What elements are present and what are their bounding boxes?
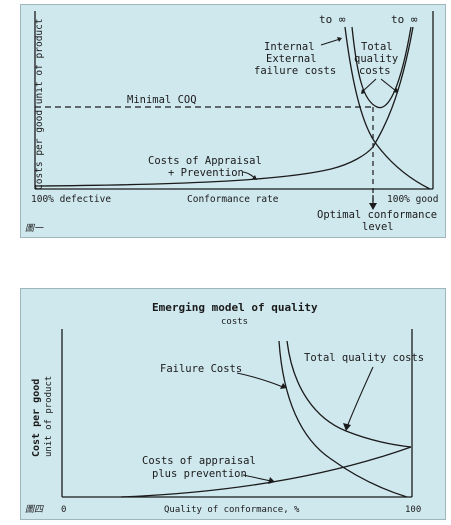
- fig1-x-right-label: 100% good: [387, 194, 438, 205]
- fig1-x-left-label: 100% defective: [31, 194, 111, 205]
- fig1-failure-costs-label: failure costs: [254, 65, 336, 77]
- fig1-total-pointer-left: [362, 78, 377, 92]
- fig4-total-quality-label: Total quality costs: [304, 352, 424, 364]
- fig4-total-pointer: [346, 366, 374, 428]
- fig4-total-pointer-head: [343, 423, 351, 431]
- fig1-optimal-arrow-head: [369, 203, 377, 210]
- fig4-appraisal-pointer: [242, 474, 272, 482]
- fig4-appraisal-label: Costs of appraisal: [142, 455, 256, 467]
- fig1-prevention-label: + Prevention: [168, 167, 244, 179]
- fig1-total-pointer-left-head: [361, 89, 365, 94]
- fig1-appraisal-pointer: [241, 171, 256, 179]
- fig4-failure-costs-label: Failure Costs: [160, 363, 242, 375]
- fig4-y-label-sub: unit of product: [44, 376, 54, 457]
- fig1-total-pointer-right: [380, 78, 397, 92]
- fig1-internal-pointer-head: [337, 37, 342, 42]
- fig4-x-min-label: 0: [61, 505, 66, 515]
- fig4-figure-tag: 圖四: [25, 504, 44, 515]
- fig1-optimal-label: Optimal conformance: [317, 209, 437, 221]
- fig1-to-infinity-left: to ∞: [319, 13, 346, 26]
- fig4-failure-costs-curve: [278, 340, 408, 498]
- fig1-optimal-level-label: level: [362, 221, 394, 233]
- fig4-y-label-main: Cost per good: [31, 379, 42, 457]
- fig1-appraisal-pointer-head: [252, 175, 257, 180]
- fig4-x-max-label: 100: [405, 505, 421, 515]
- fig1-internal-pointer: [320, 38, 341, 46]
- fig1-total-label: Total: [361, 41, 393, 53]
- fig4-appraisal-pointer-head: [268, 477, 275, 484]
- fig1-costs-label: costs: [359, 65, 391, 77]
- fig4-failure-pointer-head: [280, 383, 287, 389]
- fig1-internal-label: Internal: [264, 41, 315, 53]
- fig1-y-axis-label: Costs per good unit of product: [34, 18, 45, 190]
- figure-4-diagram: Emerging model of quality costs Cost per…: [25, 301, 424, 515]
- fig4-total-quality-curve: [286, 340, 412, 448]
- fig4-prevention-label: plus prevention: [152, 468, 247, 480]
- fig1-appraisal-prevention-curve: [34, 26, 414, 187]
- fig1-minimal-coq-label: Minimal COQ: [127, 94, 197, 106]
- figure-1-diagram: Costs per good unit of product to ∞ to ∞…: [25, 11, 438, 234]
- fig1-appraisal-label: Costs of Appraisal: [148, 155, 262, 167]
- fig1-quality-label: quality: [354, 53, 398, 65]
- fig4-subtitle: costs: [221, 317, 248, 327]
- fig1-to-infinity-right: to ∞: [391, 13, 418, 26]
- fig4-failure-pointer: [236, 372, 284, 388]
- fig1-total-quality-curve: [351, 26, 412, 109]
- fig4-x-axis-label: Quality of conformance, %: [164, 505, 300, 515]
- fig4-title: Emerging model of quality: [152, 301, 318, 314]
- fig1-x-center-label: Conformance rate: [187, 194, 279, 205]
- figure-1-panel: Costs per good unit of product to ∞ to ∞…: [20, 4, 446, 238]
- fig1-total-pointer-right-head: [393, 88, 398, 93]
- figure-4-panel: Emerging model of quality costs Cost per…: [20, 288, 446, 520]
- fig1-external-label: External: [266, 53, 317, 65]
- fig1-figure-tag: 圖一: [25, 223, 44, 234]
